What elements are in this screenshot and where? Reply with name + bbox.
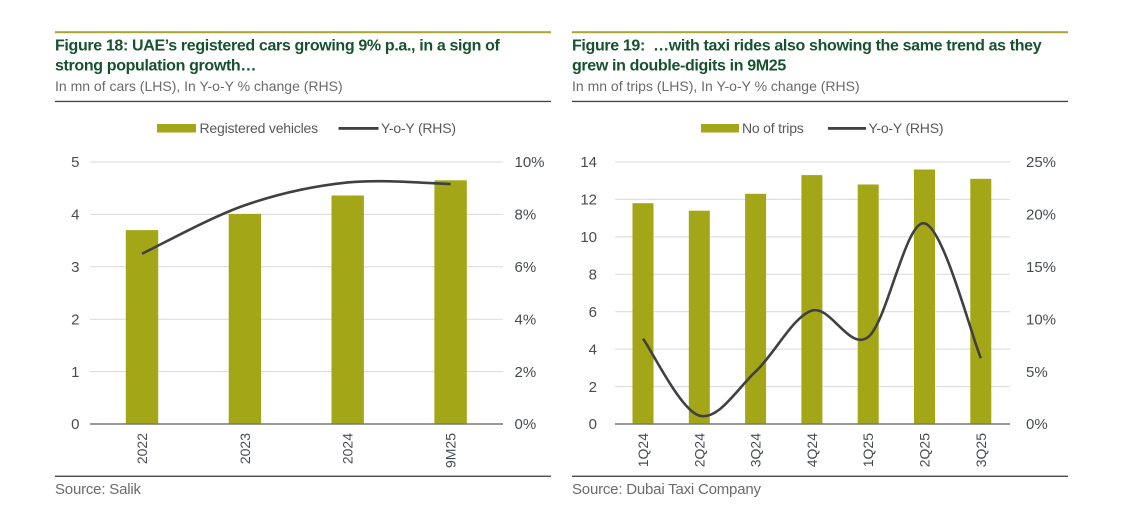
svg-text:4: 4 [589, 341, 597, 358]
svg-text:8%: 8% [515, 207, 537, 224]
svg-text:2Q24: 2Q24 [691, 433, 707, 467]
svg-text:Figure 19: …with taxi rides a: Figure 19: …with taxi rides also showing… [572, 37, 1042, 54]
svg-text:0: 0 [71, 416, 79, 433]
svg-text:10%: 10% [1026, 311, 1056, 328]
svg-text:2023: 2023 [237, 433, 253, 464]
svg-text:2022: 2022 [134, 433, 150, 464]
svg-text:4: 4 [71, 207, 79, 224]
svg-text:2024: 2024 [340, 433, 356, 464]
svg-text:Y-o-Y (RHS): Y-o-Y (RHS) [381, 120, 456, 136]
svg-text:1Q24: 1Q24 [635, 433, 651, 467]
svg-text:10: 10 [580, 229, 597, 246]
svg-text:20%: 20% [1026, 207, 1056, 224]
svg-text:No of trips: No of trips [742, 120, 804, 136]
svg-text:Source: Dubai Taxi Company: Source: Dubai Taxi Company [572, 481, 761, 498]
svg-text:strong population growth…: strong population growth… [55, 57, 256, 74]
svg-text:3Q25: 3Q25 [973, 433, 989, 467]
svg-text:10%: 10% [515, 154, 545, 171]
svg-text:6: 6 [589, 304, 597, 321]
svg-text:8: 8 [589, 267, 597, 284]
svg-text:In mn of cars (LHS), In Y-o-Y: In mn of cars (LHS), In Y-o-Y % change (… [55, 78, 343, 94]
svg-text:Source: Salik: Source: Salik [55, 481, 141, 498]
svg-text:2: 2 [589, 379, 597, 396]
svg-text:0%: 0% [1026, 416, 1048, 433]
svg-text:9M25: 9M25 [443, 433, 459, 468]
svg-text:2Q25: 2Q25 [917, 433, 933, 467]
svg-text:25%: 25% [1026, 154, 1056, 171]
svg-text:0: 0 [589, 416, 597, 433]
svg-text:Registered vehicles: Registered vehicles [200, 120, 319, 136]
svg-text:Y-o-Y (RHS): Y-o-Y (RHS) [869, 120, 944, 136]
svg-text:In mn of trips (LHS), In Y-o-Y: In mn of trips (LHS), In Y-o-Y % change … [572, 78, 860, 94]
svg-text:Figure 18: UAE’s registered ca: Figure 18: UAE’s registered cars growing… [55, 37, 501, 54]
svg-text:2%: 2% [515, 364, 537, 381]
svg-text:3Q24: 3Q24 [748, 433, 764, 467]
svg-text:0%: 0% [515, 416, 537, 433]
svg-text:4Q24: 4Q24 [804, 433, 820, 467]
svg-text:grew in double-digits in 9M25: grew in double-digits in 9M25 [572, 57, 786, 74]
svg-text:4%: 4% [515, 311, 537, 328]
svg-text:2: 2 [71, 311, 79, 328]
svg-text:12: 12 [580, 192, 597, 209]
svg-text:15%: 15% [1026, 259, 1056, 276]
svg-text:6%: 6% [515, 259, 537, 276]
svg-text:3: 3 [71, 259, 79, 276]
svg-text:1Q25: 1Q25 [860, 433, 876, 467]
svg-text:1: 1 [71, 364, 79, 381]
svg-text:5: 5 [71, 154, 79, 171]
svg-text:14: 14 [580, 154, 597, 171]
svg-text:5%: 5% [1026, 364, 1048, 381]
